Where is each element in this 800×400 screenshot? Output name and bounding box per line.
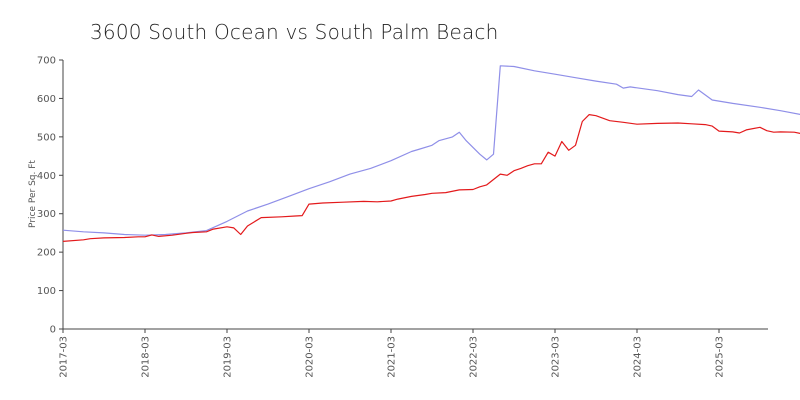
x-tick-label: 2017-03	[59, 336, 70, 378]
y-axis-label: Price Per Sq. Ft	[28, 160, 38, 228]
series-line-south-palm-beach	[62, 65, 800, 236]
y-tick-label: 400	[37, 171, 56, 182]
y-tick-label: 200	[37, 248, 56, 259]
x-tick-label: 2025-03	[715, 336, 726, 378]
y-tick-label: 600	[37, 94, 56, 105]
y-tick-label: 700	[37, 56, 56, 67]
axes: 0 100 200 300 400 500 600 700 2017-03 2018-03 2019…	[37, 56, 768, 378]
y-tick-label: 500	[37, 132, 56, 143]
x-tick-label: 2021-03	[387, 336, 398, 378]
x-tick-label: 2022-03	[469, 336, 480, 378]
chart-title: 3600 South Ocean vs South Palm Beach	[90, 20, 499, 44]
x-tick-label: 2018-03	[141, 336, 152, 378]
x-tick-label: 2024-03	[633, 336, 644, 378]
y-tick-label: 100	[37, 286, 56, 297]
series-layer	[62, 65, 800, 242]
x-tick-label: 2023-03	[551, 336, 562, 378]
y-tick-label: 300	[37, 209, 56, 220]
y-tick-label: 0	[50, 325, 56, 336]
x-tick-label: 2020-03	[305, 336, 316, 378]
x-tick-label: 2019-03	[223, 336, 234, 378]
series-line-3600-south-ocean	[62, 114, 800, 242]
